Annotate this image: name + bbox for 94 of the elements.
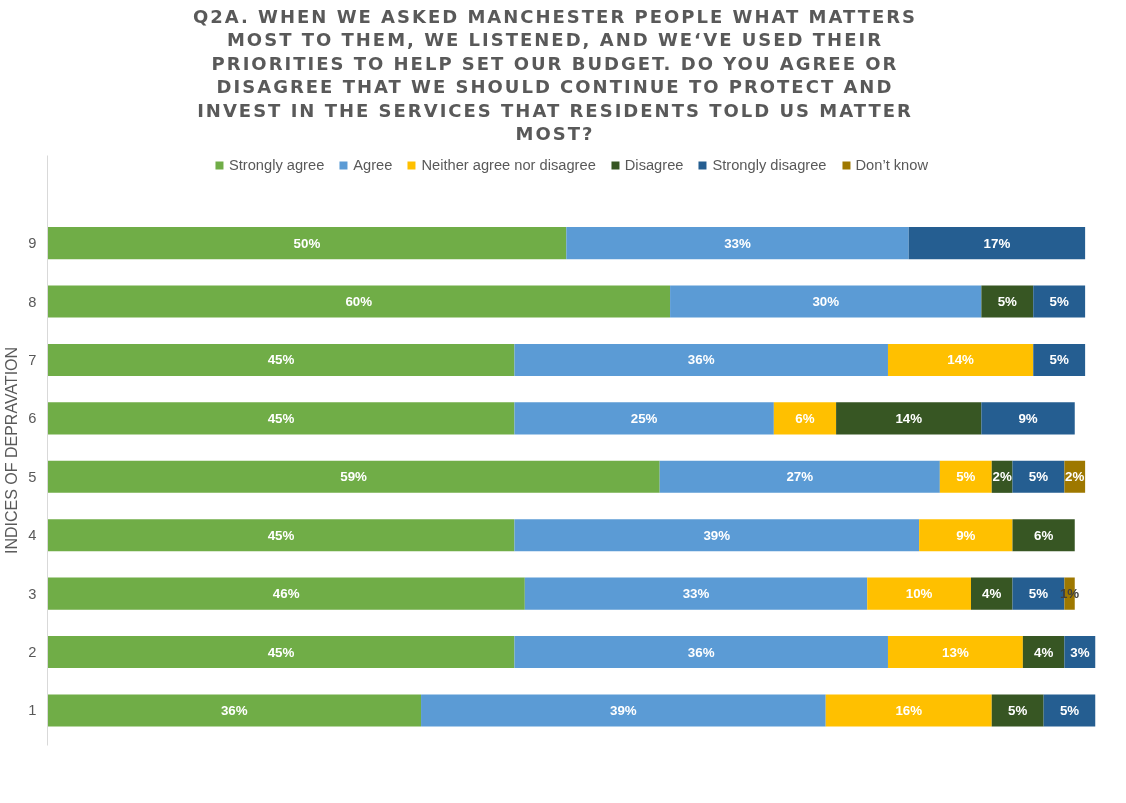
data-label: 39% <box>703 528 731 544</box>
bar <box>47 461 660 494</box>
bar <box>566 227 909 260</box>
bar <box>836 402 982 435</box>
data-label: 9% <box>1018 411 1038 427</box>
bar <box>47 694 422 727</box>
data-label: 5% <box>1028 586 1049 602</box>
data-label: 5% <box>997 294 1018 310</box>
bar <box>514 636 888 669</box>
bar <box>47 577 525 611</box>
y-tick-label: 7 <box>28 352 37 369</box>
bar <box>981 285 1034 318</box>
legend-label: Neither agree nor disagree <box>421 157 596 174</box>
data-label: 4% <box>1033 644 1054 660</box>
y-tick-label: 2 <box>28 644 37 661</box>
data-label: 33% <box>724 235 752 251</box>
data-label: 3% <box>1070 644 1090 660</box>
bar <box>1033 285 1086 318</box>
data-label: 30% <box>812 294 840 310</box>
chart-title: Q2A. WHEN WE ASKED MANCHESTER PEOPLE WHAT MATTERS MOST TO THEM, WE LISTENED, AND WE‘VE USED THEIR PRIORITIES TO HELP SET OUR BUDGET. DO YOU AGREE OR DISAGREE THAT WE SHOULD CONTINUE TO PROTECT AND INVEST IN THE SERVICES THAT RESIDENTS TOLD US MATTER MOST? <box>192 5 918 146</box>
legend-label: Agree <box>353 157 393 174</box>
data-label: 45% <box>267 352 295 368</box>
data-label: 5% <box>1059 703 1080 719</box>
bar <box>47 344 515 377</box>
y-tick-label: 5 <box>28 469 37 486</box>
y-tick-label: 1 <box>28 702 37 719</box>
data-label: 13% <box>942 644 969 660</box>
data-label: 36% <box>687 644 715 660</box>
bar <box>1043 694 1096 727</box>
bar <box>939 461 992 494</box>
bar <box>773 402 837 435</box>
bar <box>514 402 774 435</box>
bar <box>887 344 1034 377</box>
data-label: 6% <box>1033 528 1054 544</box>
data-label: 5% <box>1008 703 1028 719</box>
data-label: 36% <box>687 352 715 368</box>
bar <box>47 636 515 669</box>
data-label: 16% <box>895 703 923 719</box>
bar <box>867 577 971 611</box>
bar <box>1012 461 1065 494</box>
data-label: 6% <box>795 411 815 427</box>
data-label: 2% <box>992 469 1012 485</box>
bar <box>1033 344 1086 377</box>
data-label: 10% <box>905 586 933 602</box>
bar <box>670 285 982 318</box>
data-label: 14% <box>947 352 975 368</box>
data-label: 25% <box>630 411 658 427</box>
bar <box>47 285 671 318</box>
data-label: 45% <box>267 528 295 544</box>
data-label: 9% <box>956 528 976 544</box>
data-label: 36% <box>220 703 248 719</box>
y-tick-label: 6 <box>28 410 37 427</box>
bar <box>47 519 515 552</box>
bar <box>47 227 567 260</box>
data-label: 4% <box>982 586 1002 602</box>
bar <box>524 577 868 611</box>
bar <box>991 694 1044 727</box>
data-label: 17% <box>983 235 1011 251</box>
bar <box>887 636 1023 669</box>
bar <box>47 402 515 435</box>
data-label: 46% <box>272 586 300 602</box>
y-tick-label: 8 <box>28 293 37 310</box>
data-label: 5% <box>1049 294 1069 310</box>
bar <box>919 519 1013 552</box>
bar <box>514 344 888 377</box>
legend-label: Disagree <box>624 157 684 174</box>
bar <box>659 461 940 494</box>
bar <box>981 402 1075 435</box>
bar <box>825 694 992 727</box>
data-label: 27% <box>786 469 814 485</box>
y-axis-title: INDICES OF DEPRAVATION <box>3 347 21 555</box>
data-label: 33% <box>682 586 710 602</box>
data-label: 45% <box>267 411 295 427</box>
bar <box>514 519 920 552</box>
y-tick-label: 9 <box>28 235 37 252</box>
data-label: 14% <box>895 411 923 427</box>
data-label: 1% <box>1059 586 1080 602</box>
bar <box>908 227 1086 260</box>
y-tick-label: 3 <box>28 585 37 602</box>
data-label: 5% <box>956 469 976 485</box>
data-label: 5% <box>1028 469 1049 485</box>
data-label: 39% <box>610 703 637 719</box>
y-tick-label: 4 <box>28 527 37 544</box>
legend-label: Don’t know <box>855 157 929 174</box>
data-label: 60% <box>345 294 373 310</box>
data-label: 5% <box>1049 352 1069 368</box>
legend-label: Strongly disagree <box>712 157 827 174</box>
legend-label: Strongly agree <box>228 157 325 174</box>
data-label: 59% <box>340 469 368 485</box>
data-label: 2% <box>1065 469 1085 485</box>
data-label: 50% <box>293 235 321 251</box>
bar <box>421 694 826 727</box>
data-label: 45% <box>267 644 295 660</box>
bar <box>1012 519 1075 552</box>
